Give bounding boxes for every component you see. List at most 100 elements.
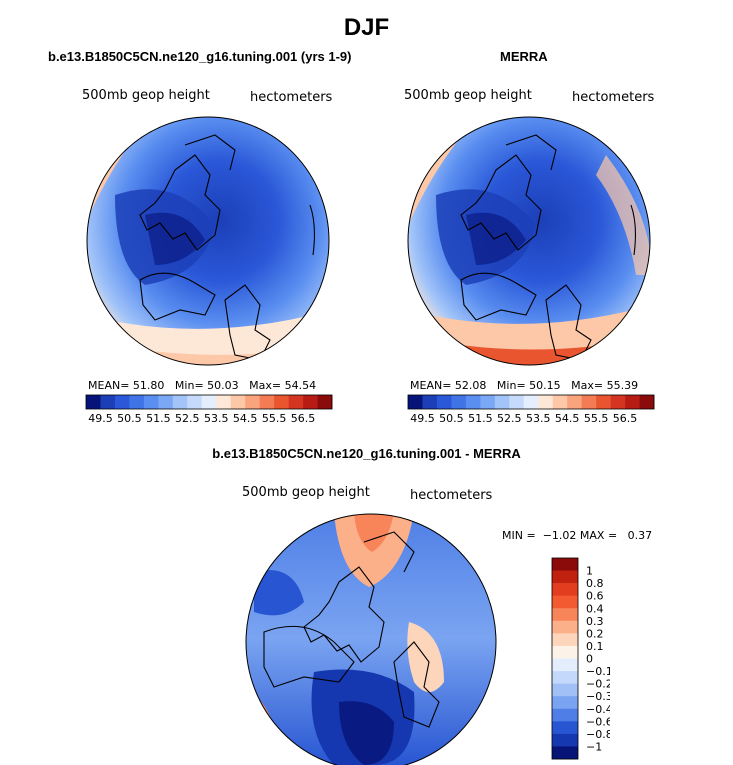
colorbar-swatch bbox=[567, 395, 582, 409]
max-label: MAX = bbox=[579, 529, 618, 542]
negative-anomaly-west bbox=[254, 570, 304, 616]
colorbar-tick-label: 0.2 bbox=[586, 627, 604, 640]
colorbar-tick-label: 50.5 bbox=[439, 412, 464, 425]
coastline-alaska bbox=[363, 531, 415, 573]
coastline-siberia bbox=[630, 204, 637, 256]
coastline-alaska bbox=[184, 134, 236, 171]
colorbar-swatch bbox=[552, 395, 568, 409]
colorbar-swatch bbox=[436, 395, 452, 409]
stats-merra: MEAN= 52.08 Min= 50.15 Max= 55.39 bbox=[410, 379, 638, 392]
colorbar-frame bbox=[85, 394, 333, 410]
colorbar-swatch bbox=[187, 395, 203, 409]
map-boundary bbox=[86, 116, 330, 366]
colorbar-tick-label: 0.8 bbox=[586, 577, 604, 590]
colorbar-tick-label: −0.6 bbox=[586, 715, 610, 728]
colorbar-tick-label: 0.4 bbox=[586, 602, 604, 615]
colorbar-swatch bbox=[538, 395, 554, 409]
mean-label: MEAN= bbox=[88, 379, 130, 392]
colorbar-swatch bbox=[86, 395, 101, 409]
coastline-siberia bbox=[309, 204, 316, 256]
colorbar-tick-label: −0.1 bbox=[586, 665, 610, 678]
polar-map-diff bbox=[245, 513, 497, 765]
mean-value: 51.80 bbox=[132, 379, 165, 392]
colorbar-tick-label: 52.5 bbox=[175, 412, 200, 425]
coastline-canada bbox=[303, 566, 385, 663]
panel-title-model: b.e13.B1850C5CN.ne120_g16.tuning.001 (yr… bbox=[48, 49, 352, 64]
colorbar-swatch bbox=[288, 395, 304, 409]
colorbar-tick-label: 54.5 bbox=[555, 412, 580, 425]
colorbar-swatch bbox=[494, 395, 510, 409]
colorbar-swatch bbox=[552, 583, 578, 596]
colorbar-swatch bbox=[552, 746, 578, 760]
colorbar-tick-label: 49.5 bbox=[410, 412, 435, 425]
max-label: Max= bbox=[571, 379, 604, 392]
colorbar-swatch bbox=[610, 395, 626, 409]
colorbar-swatch bbox=[639, 395, 655, 409]
colorbar-tick-label: 55.5 bbox=[584, 412, 609, 425]
colorbar-swatch bbox=[201, 395, 217, 409]
colorbar-swatch bbox=[552, 645, 578, 659]
colorbar-tick-label: 50.5 bbox=[117, 412, 142, 425]
max-value: 54.54 bbox=[284, 379, 317, 392]
warm-east-region bbox=[596, 155, 650, 275]
colorbar-tick-label: 53.5 bbox=[526, 412, 551, 425]
colorbar-swatch bbox=[143, 395, 159, 409]
colorbar-tick-label: 53.5 bbox=[204, 412, 229, 425]
colorbar-swatch bbox=[625, 395, 640, 409]
colorbar-swatch bbox=[259, 395, 275, 409]
colorbar-swatch bbox=[552, 671, 578, 684]
colorbar-tick-label: 55.5 bbox=[262, 412, 287, 425]
colorbar-tick-label: 56.5 bbox=[613, 412, 638, 425]
colorbar-tick-label: −0.2 bbox=[586, 678, 610, 691]
coastline-europe bbox=[224, 284, 271, 361]
colorbar-swatch bbox=[552, 733, 578, 747]
colorbar-swatch bbox=[552, 696, 578, 710]
min-label: Min= bbox=[174, 379, 204, 392]
colorbar-swatch bbox=[552, 620, 578, 634]
cold-core-region bbox=[466, 212, 526, 265]
max-value: 55.39 bbox=[606, 379, 639, 392]
colorbar-tick-label: 51.5 bbox=[468, 412, 493, 425]
panel-left-label-merra: 500mb geop height bbox=[404, 88, 532, 103]
coastline-greenland bbox=[263, 625, 355, 688]
panel-title-diff: b.e13.B1850C5CN.ne120_g16.tuning.001 - M… bbox=[212, 446, 521, 461]
colorbar-swatch bbox=[100, 395, 116, 409]
colorbar-swatch bbox=[230, 395, 246, 409]
min-value: −1.02 bbox=[542, 529, 577, 542]
colorbar-tick-label: 51.5 bbox=[146, 412, 171, 425]
colorbar-tick-label: 1 bbox=[586, 565, 593, 578]
max-value: 0.37 bbox=[627, 529, 653, 542]
colorbar-tick-label: −1 bbox=[586, 740, 602, 753]
colorbar-swatch bbox=[552, 683, 578, 697]
colorbar-swatch bbox=[596, 395, 611, 409]
min-label: Min= bbox=[496, 379, 526, 392]
colorbar-swatch bbox=[216, 395, 232, 409]
colorbar-swatch bbox=[245, 395, 260, 409]
panel-units-label-diff: hectometers bbox=[410, 488, 493, 503]
colorbar-swatch bbox=[552, 608, 578, 622]
colorbar-model: 49.5 50.5 51.5 52.5 53.5 54.5 55.5 56.5 bbox=[85, 394, 333, 425]
min-label: MIN = bbox=[502, 529, 536, 542]
polar-map-merra bbox=[407, 116, 651, 366]
colorbar-swatch bbox=[552, 658, 578, 672]
stats-model: MEAN= 51.80 Min= 50.03 Max= 54.54 bbox=[88, 379, 316, 392]
colorbar-tick-label: 56.5 bbox=[291, 412, 316, 425]
colorbar-swatch bbox=[172, 395, 188, 409]
mean-label: MEAN= bbox=[410, 379, 452, 392]
colorbar-swatch bbox=[552, 595, 578, 609]
negative-core-south bbox=[339, 701, 394, 765]
colorbar-tick-label: 54.5 bbox=[233, 412, 257, 425]
colorbar-swatch bbox=[552, 570, 578, 584]
colorbar-frame bbox=[551, 557, 579, 760]
colorbar-tick-label: 0.3 bbox=[586, 615, 604, 628]
colorbar-merra: 49.5 50.5 51.5 52.5 53.5 54.5 55.5 56.5 bbox=[407, 394, 655, 425]
cold-core-region bbox=[145, 212, 205, 265]
colorbar-swatch bbox=[509, 395, 525, 409]
coastline-greenland bbox=[460, 272, 537, 321]
coastline-alaska bbox=[505, 134, 557, 171]
coastline-canada bbox=[460, 154, 542, 251]
colorbar-swatch bbox=[552, 708, 578, 722]
polar-map-model bbox=[86, 116, 330, 366]
map-boundary bbox=[245, 513, 497, 765]
figure-title: DJF bbox=[343, 14, 390, 41]
